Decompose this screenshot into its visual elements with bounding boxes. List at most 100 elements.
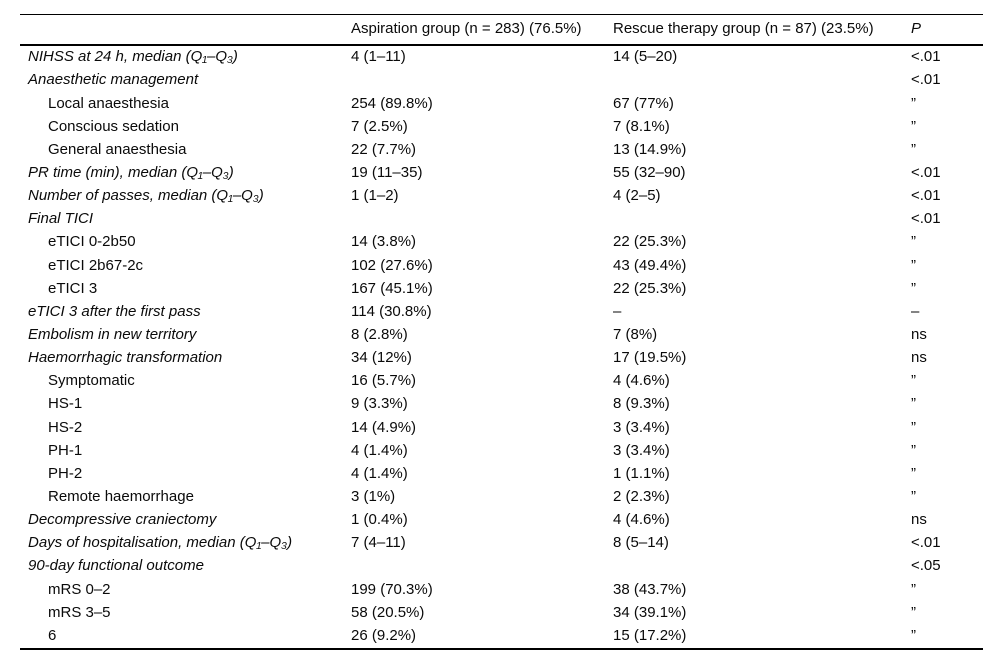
col-header-rescue-therapy-group: Rescue therapy group (n = 87) (23.5%)	[613, 20, 874, 38]
p-value: ”	[911, 256, 916, 274]
aspiration-value: 102 (27.6%)	[351, 256, 433, 274]
table-row: PR time (min), median (Q₁–Q₃) 19 (11–35) 5…	[20, 162, 983, 185]
p-value: ”	[911, 140, 916, 158]
aspiration-value: 58 (20.5%)	[351, 603, 425, 621]
rescue-value: 4 (2–5)	[613, 187, 661, 205]
rescue-value: 22 (25.3%)	[613, 233, 687, 251]
table-row: Remote haemorrhage 3 (1%) 2 (2.3%) ”	[20, 486, 983, 509]
rescue-value: 34 (39.1%)	[613, 603, 687, 621]
p-value: ”	[911, 279, 916, 297]
table-row: Anaesthetic management <.01	[20, 69, 983, 92]
aspiration-value: 4 (1.4%)	[351, 441, 408, 459]
table-row: Embolism in new territory 8 (2.8%) 7 (8%) n…	[20, 324, 983, 347]
table-row: Decompressive craniectomy 1 (0.4%) 4 (4.6%…	[20, 509, 983, 532]
table-row: NIHSS at 24 h, median (Q₁–Q₃) 4 (1–11) 14 …	[20, 46, 983, 69]
row-label: mRS 0–2	[48, 580, 111, 598]
table-row: Local anaesthesia 254 (89.8%) 67 (77%) ”	[20, 92, 983, 115]
aspiration-value: 16 (5.7%)	[351, 372, 417, 390]
table-row: mRS 0–2 199 (70.3%) 38 (43.7%) ”	[20, 578, 983, 601]
table-row: Days of hospitalisation, median (Q₁–Q₃) 7…	[20, 532, 983, 555]
p-value: ”	[911, 372, 916, 390]
results-table: Aspiration group (n = 283) (76.5%) Rescu…	[20, 14, 983, 650]
table-row: PH-1 4 (1.4%) 3 (3.4%) ”	[20, 439, 983, 462]
p-value: ”	[911, 626, 916, 644]
p-value: <.05	[911, 557, 941, 575]
aspiration-value: 1 (1–2)	[351, 187, 399, 205]
row-label: Days of hospitalisation, median (Q₁–Q₃)	[28, 534, 293, 552]
row-label: PR time (min), median (Q₁–Q₃)	[28, 164, 234, 182]
row-label: HS-1	[48, 395, 83, 413]
rescue-value: 4 (4.6%)	[613, 511, 670, 529]
p-value: ”	[911, 94, 916, 112]
rescue-value: 3 (3.4%)	[613, 418, 670, 436]
row-label: PH-2	[48, 464, 83, 482]
row-label: Remote haemorrhage	[48, 487, 194, 505]
rescue-value: –	[613, 302, 622, 320]
table-row: Haemorrhagic transformation 34 (12%) 17 (1…	[20, 347, 983, 370]
aspiration-value: 114 (30.8%)	[351, 302, 432, 320]
p-value: ”	[911, 233, 916, 251]
aspiration-value: 14 (4.9%)	[351, 418, 417, 436]
row-label: Anaesthetic management	[28, 71, 199, 89]
p-value: ”	[911, 441, 916, 459]
p-value: ”	[911, 117, 916, 135]
aspiration-value: 8 (2.8%)	[351, 326, 408, 343]
aspiration-value: 4 (1–11)	[351, 48, 406, 66]
aspiration-value: 9 (3.3%)	[351, 395, 408, 413]
row-label: Embolism in new territory	[28, 326, 197, 343]
row-label: General anaesthesia	[48, 140, 187, 158]
rescue-value: 67 (77%)	[613, 94, 674, 112]
p-value: <.01	[911, 164, 941, 182]
row-label: 90-day functional outcome	[28, 557, 204, 575]
table-row: 90-day functional outcome <.05	[20, 555, 983, 578]
p-value: ”	[911, 580, 916, 598]
aspiration-value: 3 (1%)	[351, 487, 396, 505]
rescue-value: 55 (32–90)	[613, 164, 686, 182]
p-value: <.01	[911, 48, 941, 66]
row-label: HS-2	[48, 418, 83, 436]
p-value: ”	[911, 464, 916, 482]
aspiration-value: 1 (0.4%)	[351, 511, 408, 529]
aspiration-value: 7 (4–11)	[351, 534, 406, 552]
row-label: Symptomatic	[48, 372, 135, 390]
table-row: PH-2 4 (1.4%) 1 (1.1%) ”	[20, 463, 983, 486]
table-row: eTICI 3 167 (45.1%) 22 (25.3%) ”	[20, 277, 983, 300]
rescue-value: 15 (17.2%)	[613, 626, 687, 644]
rescue-value: 2 (2.3%)	[613, 487, 670, 505]
table-row: Number of passes, median (Q₁–Q₃) 1 (1–2) 4…	[20, 185, 983, 208]
p-value: <.01	[911, 187, 941, 205]
p-value: ”	[911, 395, 916, 413]
row-label: PH-1	[48, 441, 83, 459]
rescue-value: 7 (8.1%)	[613, 117, 670, 135]
aspiration-value: 167 (45.1%)	[351, 279, 433, 297]
table-row: Final TICI <.01	[20, 208, 983, 231]
table-header-row: Aspiration group (n = 283) (76.5%) Rescu…	[20, 15, 983, 46]
p-value: ns	[911, 511, 927, 529]
aspiration-value: 199 (70.3%)	[351, 580, 433, 598]
aspiration-value: 34 (12%)	[351, 349, 412, 367]
table-row: Conscious sedation 7 (2.5%) 7 (8.1%) ”	[20, 115, 983, 138]
rescue-value: 22 (25.3%)	[613, 279, 687, 297]
table-row: eTICI 2b67-2c 102 (27.6%) 43 (49.4%) ”	[20, 254, 983, 277]
table-body: NIHSS at 24 h, median (Q₁–Q₃) 4 (1–11) 14 …	[20, 46, 983, 650]
rescue-value: 43 (49.4%)	[613, 256, 687, 274]
p-value: <.01	[911, 71, 941, 89]
aspiration-value: 26 (9.2%)	[351, 626, 417, 644]
table-row: eTICI 3 after the first pass 114 (30.8%) –…	[20, 301, 983, 324]
p-value: ns	[911, 349, 927, 367]
row-label: Local anaesthesia	[48, 94, 169, 112]
aspiration-value: 4 (1.4%)	[351, 464, 408, 482]
aspiration-value: 19 (11–35)	[351, 164, 423, 182]
row-label: Haemorrhagic transformation	[28, 349, 223, 367]
table-row: eTICI 0-2b50 14 (3.8%) 22 (25.3%) ”	[20, 231, 983, 254]
rescue-value: 17 (19.5%)	[613, 349, 687, 367]
p-value: ns	[911, 326, 927, 343]
table-row: HS-2 14 (4.9%) 3 (3.4%) ”	[20, 416, 983, 439]
table-row: 6 26 (9.2%) 15 (17.2%) ”	[20, 625, 983, 648]
p-value: –	[911, 302, 920, 320]
table-row: Symptomatic 16 (5.7%) 4 (4.6%) ”	[20, 370, 983, 393]
aspiration-value: 22 (7.7%)	[351, 140, 417, 158]
p-value: <.01	[911, 210, 941, 228]
row-label: Final TICI	[28, 210, 94, 228]
